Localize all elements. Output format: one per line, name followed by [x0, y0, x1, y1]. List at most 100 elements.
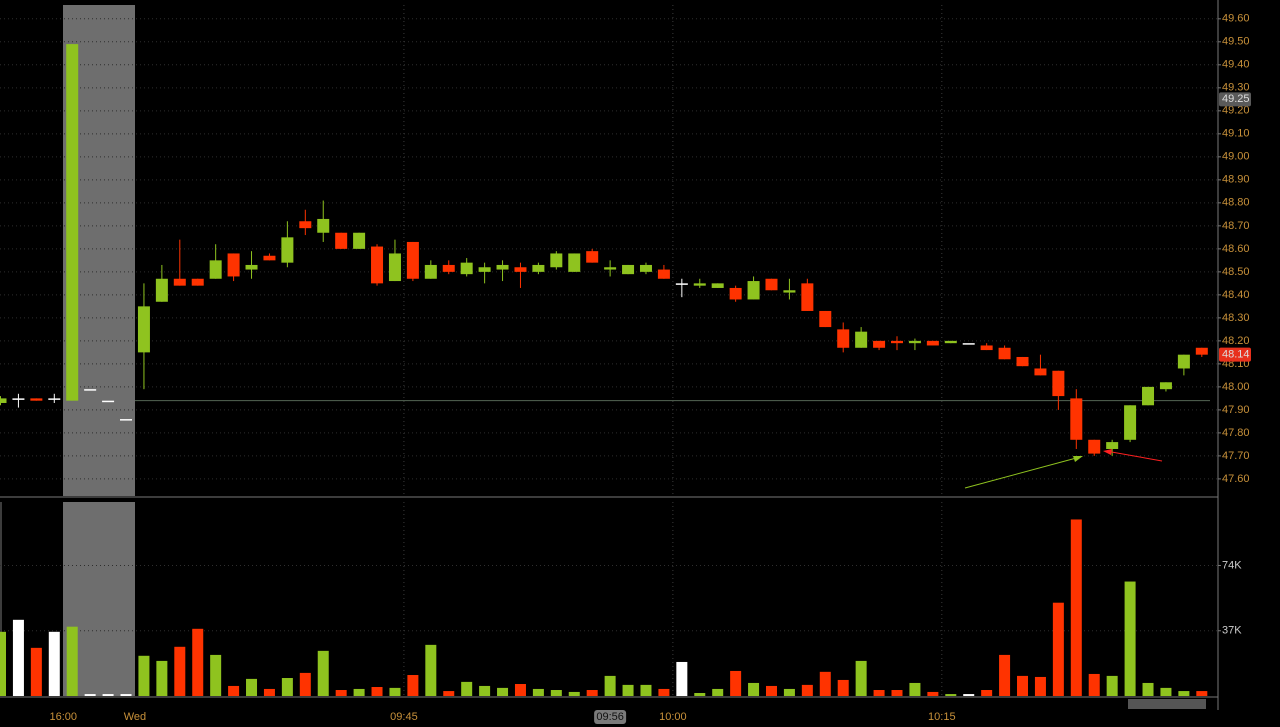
- candle-body: [1088, 439, 1101, 454]
- candle-body: [120, 419, 133, 421]
- candle-body: [317, 218, 330, 233]
- candle-body: [245, 264, 258, 270]
- y-tick-label: 47.60: [1222, 473, 1250, 485]
- candle-body: [1195, 347, 1208, 355]
- candle-body: [66, 44, 79, 401]
- volume-bar: [1142, 682, 1154, 696]
- candle-body: [908, 340, 921, 344]
- volume-bar: [317, 650, 329, 696]
- candle-body: [891, 340, 903, 344]
- candle-body: [675, 283, 688, 285]
- candle-body: [263, 255, 276, 261]
- candle-body: [783, 290, 796, 293]
- volume-bar: [1196, 691, 1208, 696]
- volume-bar: [102, 694, 114, 696]
- candle-body: [353, 232, 366, 249]
- annotation-arrow: [1105, 450, 1163, 462]
- volume-bar: [353, 688, 365, 696]
- candle-body: [586, 251, 599, 263]
- volume-bar: [568, 691, 580, 696]
- volume-bar: [658, 688, 670, 696]
- y-tick-label: 48.60: [1222, 243, 1250, 255]
- candle-body: [388, 253, 401, 282]
- volume-bar: [84, 694, 96, 696]
- candle-body: [1106, 442, 1119, 449]
- candle-body: [1177, 354, 1190, 369]
- candle-body: [765, 278, 778, 291]
- candle-body: [532, 264, 545, 272]
- volume-bar: [30, 647, 42, 696]
- y-tick-label: 48.20: [1222, 335, 1250, 347]
- candle-body: [801, 283, 814, 311]
- y-tick-label: 49.40: [1222, 59, 1250, 71]
- candle-body: [639, 264, 652, 272]
- volume-bar: [461, 681, 473, 696]
- candle-body: [1034, 368, 1047, 376]
- scrollbar[interactable]: [1128, 699, 1206, 709]
- volume-bar: [586, 690, 598, 696]
- x-tick-label: 09:45: [390, 711, 418, 723]
- volume-bar: [891, 690, 903, 696]
- arrow-head: [1103, 449, 1112, 455]
- annotation-arrow: [964, 456, 1081, 489]
- candle-body: [711, 283, 724, 288]
- candle-body: [729, 287, 742, 300]
- candle-body: [873, 340, 886, 348]
- price-marker-box: [1219, 92, 1251, 107]
- x-tick-label: Wed: [124, 711, 146, 723]
- candle-body: [299, 221, 312, 229]
- volume-bar: [999, 654, 1011, 696]
- volume-bar: [1017, 675, 1029, 696]
- volume-bar: [676, 661, 688, 696]
- volume-bar: [694, 693, 706, 696]
- volume-bar: [48, 631, 60, 696]
- volume-bar: [12, 619, 24, 696]
- volume-bar: [120, 694, 132, 696]
- price-marker-box: [1219, 347, 1251, 362]
- volume-bar: [263, 688, 275, 696]
- volume-bar: [0, 631, 6, 696]
- volume-bar: [389, 687, 401, 696]
- candle-body: [155, 278, 168, 302]
- candle-body: [173, 278, 186, 286]
- volume-bar: [174, 646, 186, 696]
- x-tick-label: 10:00: [659, 711, 687, 723]
- candle-body: [406, 241, 419, 279]
- volume-bar: [622, 684, 634, 696]
- volume-bar: [407, 675, 419, 696]
- candle-body: [819, 310, 832, 328]
- volume-bar: [138, 655, 150, 696]
- volume-bar: [819, 671, 831, 696]
- y-tick-label: 48.90: [1222, 174, 1250, 186]
- volume-bar: [425, 644, 437, 696]
- y-tick-label: 47.70: [1222, 450, 1250, 462]
- volume-bar: [981, 690, 993, 696]
- candle-body: [227, 253, 240, 277]
- volume-bar: [765, 685, 777, 696]
- candle-body: [30, 398, 43, 401]
- candle-body: [693, 283, 706, 286]
- y-tick-label: 48.70: [1222, 220, 1250, 232]
- x-tick-label: 10:15: [928, 711, 956, 723]
- volume-bar: [299, 672, 311, 696]
- volume-bar: [156, 660, 168, 696]
- volume-bar: [945, 694, 957, 696]
- volume-bar: [210, 654, 222, 696]
- candle-body: [191, 278, 204, 286]
- candle-body: [371, 246, 384, 284]
- volume-bar: [712, 688, 724, 696]
- y-tick-label: 48.50: [1222, 266, 1250, 278]
- volume-bar: [1034, 676, 1046, 696]
- volume-bar: [479, 685, 491, 696]
- volume-bar: [1088, 673, 1100, 696]
- volume-bar: [837, 679, 849, 696]
- candle-body: [1070, 398, 1083, 440]
- x-tick-label: 09:56: [596, 711, 624, 723]
- volume-bar: [855, 660, 867, 696]
- candle-body: [0, 398, 7, 403]
- candle-body: [980, 345, 993, 351]
- y-tick-label: 48.80: [1222, 197, 1250, 209]
- y-tick-label: 49.20: [1222, 105, 1250, 117]
- candle-body: [102, 400, 115, 403]
